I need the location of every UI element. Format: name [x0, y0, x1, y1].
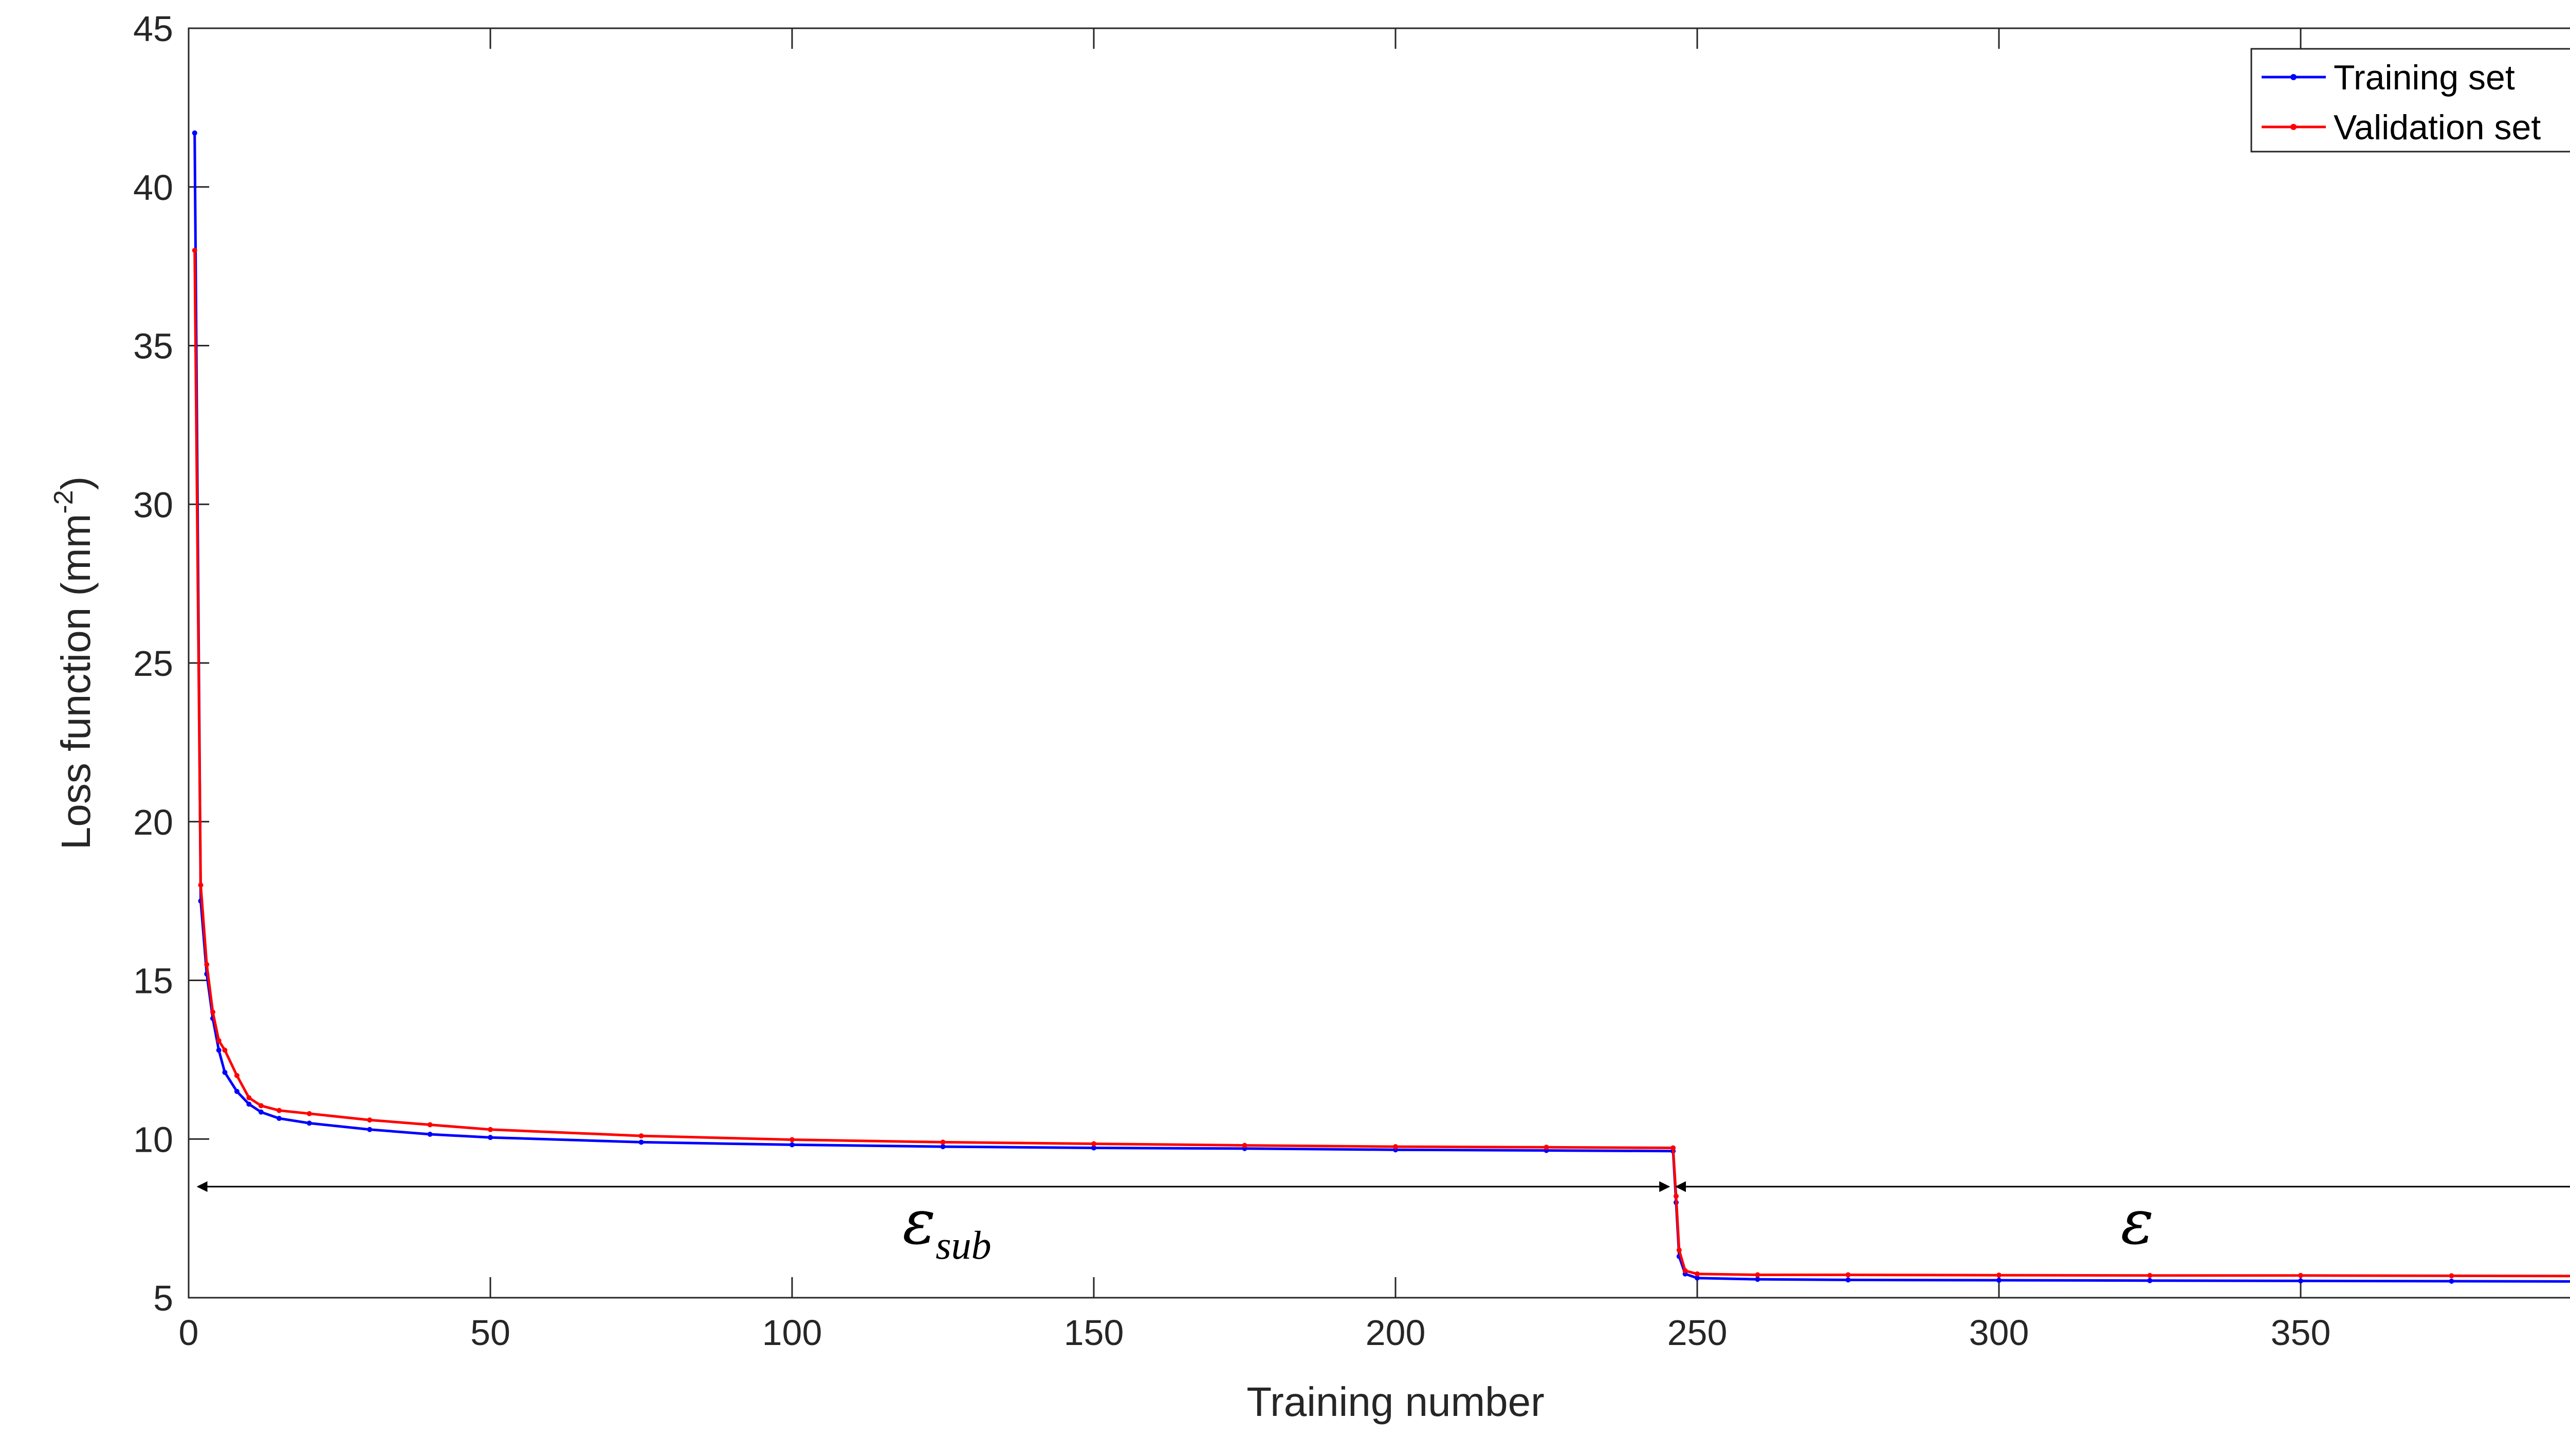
data-point	[234, 1089, 240, 1094]
data-point	[488, 1135, 493, 1140]
data-point	[367, 1127, 373, 1132]
y-axis-label-main: Loss function (mm	[53, 514, 99, 850]
y-tick-label: 15	[133, 961, 173, 1001]
data-point	[216, 1038, 222, 1043]
annotation-epsilon-label: ε	[2121, 1187, 2154, 1258]
legend-entry-1: Training set	[2262, 58, 2515, 97]
y-tick-label: 25	[133, 643, 173, 684]
data-point	[2298, 1278, 2303, 1284]
data-point	[1682, 1268, 1688, 1274]
y-tick-label: 45	[133, 9, 173, 49]
data-point	[1845, 1272, 1851, 1278]
data-point	[1091, 1141, 1096, 1147]
data-point	[277, 1116, 282, 1121]
data-point	[222, 1047, 228, 1053]
data-point	[427, 1131, 433, 1137]
data-point	[246, 1101, 252, 1107]
y-tick-label: 35	[133, 326, 173, 366]
x-tick-label: 150	[1064, 1313, 1124, 1353]
x-tick-label: 350	[2271, 1313, 2331, 1353]
data-point	[210, 1009, 215, 1015]
data-point	[1676, 1247, 1682, 1253]
data-point	[1695, 1271, 1700, 1277]
legend: Training set Validation set	[2250, 48, 2570, 153]
data-point	[1996, 1278, 2002, 1283]
data-point	[2449, 1273, 2454, 1279]
data-point	[306, 1120, 312, 1126]
data-point	[1845, 1277, 1851, 1283]
x-tick-label: 200	[1366, 1313, 1426, 1353]
data-point	[790, 1137, 795, 1142]
y-tick-label: 40	[133, 168, 173, 208]
data-point	[234, 1073, 240, 1078]
legend-box	[2250, 48, 2570, 153]
data-point	[1393, 1144, 1398, 1150]
y-axis-label-end: )	[53, 476, 99, 490]
data-point	[258, 1109, 264, 1115]
x-axis-label: Training number	[1246, 1379, 1545, 1425]
legend-entries: Training set Validation set	[2262, 58, 2541, 147]
series-layer	[192, 130, 2570, 1284]
y-tick-label: 10	[133, 1119, 173, 1159]
annotation-layer: εsub ε	[196, 1181, 2570, 1267]
data-point	[427, 1122, 433, 1128]
data-point	[204, 962, 210, 967]
data-point	[940, 1139, 946, 1145]
x-tick-label: 250	[1667, 1313, 1728, 1353]
data-point	[246, 1095, 252, 1100]
x-tick-label: 300	[1969, 1313, 2029, 1353]
y-axis-label: Loss function (mm-2)	[49, 476, 99, 850]
data-point	[198, 882, 204, 888]
data-point	[1755, 1277, 1760, 1282]
data-point	[367, 1117, 373, 1123]
data-point	[222, 1070, 228, 1075]
data-point	[2298, 1273, 2303, 1278]
annotation-subscript: sub	[935, 1223, 991, 1267]
data-point	[306, 1111, 312, 1116]
series-group-1	[192, 130, 2570, 1284]
data-point	[638, 1139, 644, 1145]
data-point	[1091, 1145, 1096, 1151]
y-tick-label: 30	[133, 485, 173, 525]
y-axis-ticks: 5 10 15 20 25 30 35 40 45	[133, 9, 209, 1318]
x-tick-label: 50	[470, 1313, 510, 1353]
data-point	[1695, 1275, 1700, 1281]
data-point	[1544, 1145, 1549, 1150]
legend-label: Training set	[2334, 58, 2515, 97]
data-point	[216, 1047, 222, 1053]
x-axis-ticks: 050100150200250300350400	[179, 28, 2331, 1353]
data-point	[1242, 1142, 1247, 1148]
data-point	[277, 1108, 282, 1113]
legend-entry-2: Validation set	[2262, 108, 2541, 147]
y-tick-label: 20	[133, 802, 173, 842]
data-point	[638, 1133, 644, 1139]
data-point	[488, 1127, 493, 1132]
data-point	[1673, 1193, 1679, 1199]
x-tick-label: 0	[179, 1313, 199, 1353]
data-point	[258, 1103, 264, 1109]
data-point	[1755, 1272, 1760, 1278]
legend-swatch-marker	[2290, 74, 2297, 80]
data-point	[1670, 1145, 1676, 1151]
data-point	[192, 248, 197, 253]
data-point	[2147, 1273, 2153, 1278]
data-point	[2147, 1278, 2153, 1283]
data-point	[192, 130, 197, 136]
legend-swatch-marker	[2290, 124, 2297, 130]
data-point	[790, 1142, 795, 1148]
y-axis-label-superscript: -2	[49, 490, 79, 513]
data-point	[2449, 1278, 2454, 1284]
y-tick-label: 5	[153, 1278, 173, 1318]
legend-label: Validation set	[2334, 108, 2541, 147]
data-point	[1996, 1273, 2002, 1278]
x-tick-label: 100	[762, 1313, 822, 1353]
series-group-2	[192, 248, 2570, 1279]
data-point	[940, 1144, 946, 1150]
